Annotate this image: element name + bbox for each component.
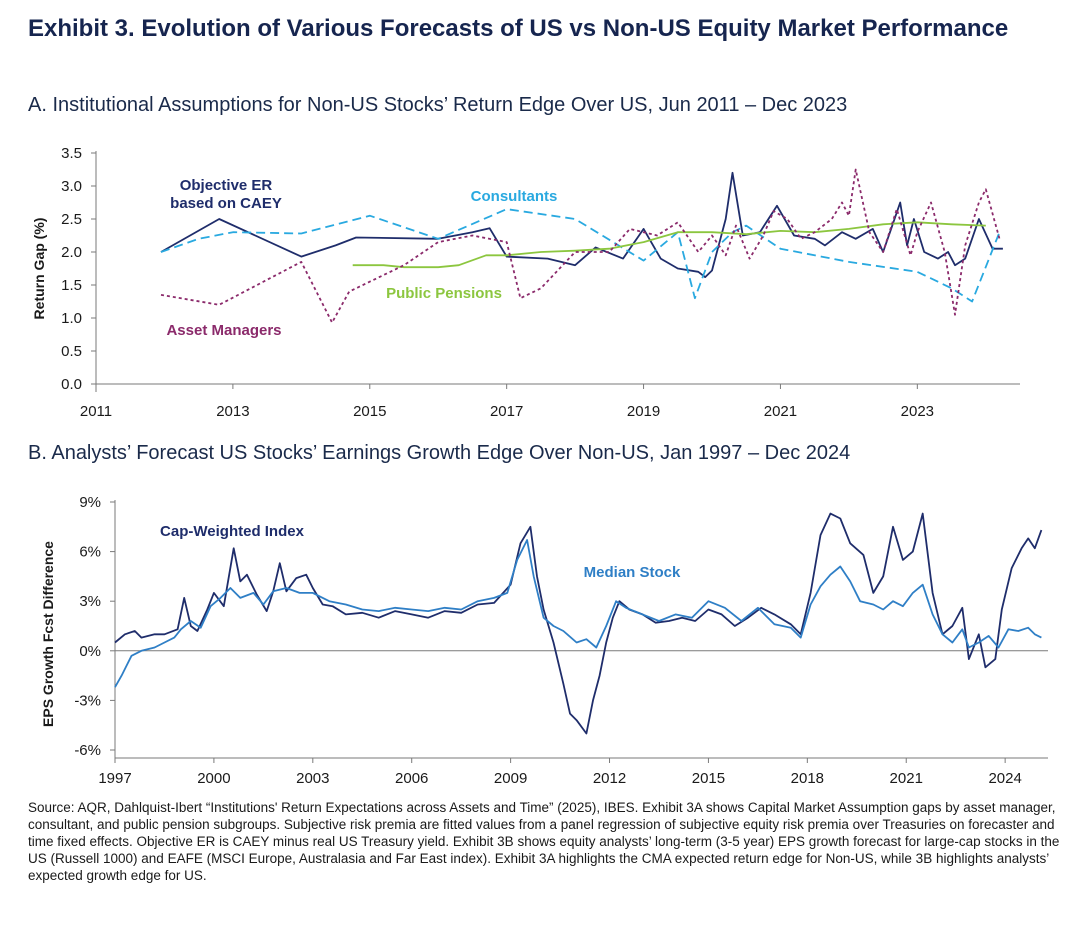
x-tick-label: 2009 [494,770,527,787]
series-line-public-pensions [352,221,986,269]
source-note: Source: AQR, Dahlquist-Ibert “Institutio… [28,800,1060,883]
chart-a-title: A. Institutional Assumptions for Non-US … [28,94,848,116]
chart-a-x-ticks: 2011 2013 2015 2017 2019 2021 2023 [80,384,934,420]
x-tick-label: 2015 [692,770,725,787]
chart-b-series-labels: Cap-Weighted Index Median Stock [160,523,681,581]
x-tick-label: 2023 [901,403,934,420]
x-tick-label: 2015 [353,403,386,420]
y-tick-label: -6% [74,742,101,759]
series-line-median-stock [114,539,1042,688]
series-label-asset-managers: Asset Managers [166,322,281,339]
x-tick-label: 2021 [890,770,923,787]
y-tick-label: 2.0 [61,244,82,261]
x-tick-label: 2024 [988,770,1021,787]
y-tick-label: 0% [79,643,101,660]
y-tick-label: 3% [79,593,101,610]
chart-b-series [114,512,1043,735]
series-line-asset-managers [160,168,1001,324]
chart-a-y-ticks: 0.0 0.5 1.0 1.5 2.0 2.5 3.0 3.5 [61,145,96,393]
x-tick-label: 2019 [627,403,660,420]
chart-a: 0.00.51.01.52.02.53.03.5 2011 2013 2015 201… [31,145,1020,420]
y-tick-label: 2.5 [61,211,82,228]
series-label-objective-er-based-on-caey: Objective ER based on CAEY [170,177,282,212]
x-tick-label: 1997 [98,770,131,787]
exhibit-title: Exhibit 3. Evolution of Various Forecast… [28,15,1009,42]
x-tick-label: 2021 [764,403,797,420]
chart-a-series-labels: Objective ER based on CAEY Consultants Publ… [166,177,557,339]
y-tick-label: 1.0 [61,310,82,327]
y-tick-label: 3.0 [61,178,82,195]
chart-b-y-axis-label: EPS Growth Fcst Difference [40,541,56,727]
series-label-public-pensions: Public Pensions [386,285,502,302]
series-label-cap-weighted-index: Cap-Weighted Index [160,523,305,540]
series-line-consultants [160,208,1001,303]
x-tick-label: 2017 [490,403,523,420]
series-label-median-stock: Median Stock [584,564,681,581]
x-tick-label: 2011 [80,403,112,420]
chart-b-title: B. Analysts’ Forecast US Stocks’ Earning… [28,442,851,464]
chart-b-y-ticks: -6% -3% 0% 3% 6% 9% [74,494,115,759]
y-tick-label: 6% [79,544,101,561]
y-tick-label: 3.5 [61,145,82,162]
y-tick-label: 0.5 [61,343,82,360]
y-tick-label: 1.5 [61,277,82,294]
y-tick-label: 9% [79,494,101,511]
series-label-consultants: Consultants [471,188,558,205]
x-tick-label: 2003 [296,770,329,787]
y-tick-label: 0.0 [61,376,82,393]
y-tick-label: -3% [74,692,101,709]
chart-b-x-ticks: 1997 2000 2003 2006 2009 2012 2015 2018 2021 2024 [98,758,1022,787]
series-line-objective-er-based-on-caey [160,171,1003,278]
chart-b: -6% -3% 0% 3% 6% 9% 1997 2000 2003 2006 2009 2012 2… [40,494,1048,787]
chart-a-series [160,168,1003,324]
x-tick-label: 2013 [216,403,249,420]
x-tick-label: 2006 [395,770,428,787]
x-tick-label: 2000 [197,770,230,787]
x-tick-label: 2012 [593,770,626,787]
chart-b-axes [114,500,1048,759]
series-line-cap-weighted-index [114,512,1043,735]
x-tick-label: 2018 [791,770,824,787]
chart-a-y-axis-label: Return Gap (%) [31,218,47,320]
chart-a-axes [95,151,1020,392]
